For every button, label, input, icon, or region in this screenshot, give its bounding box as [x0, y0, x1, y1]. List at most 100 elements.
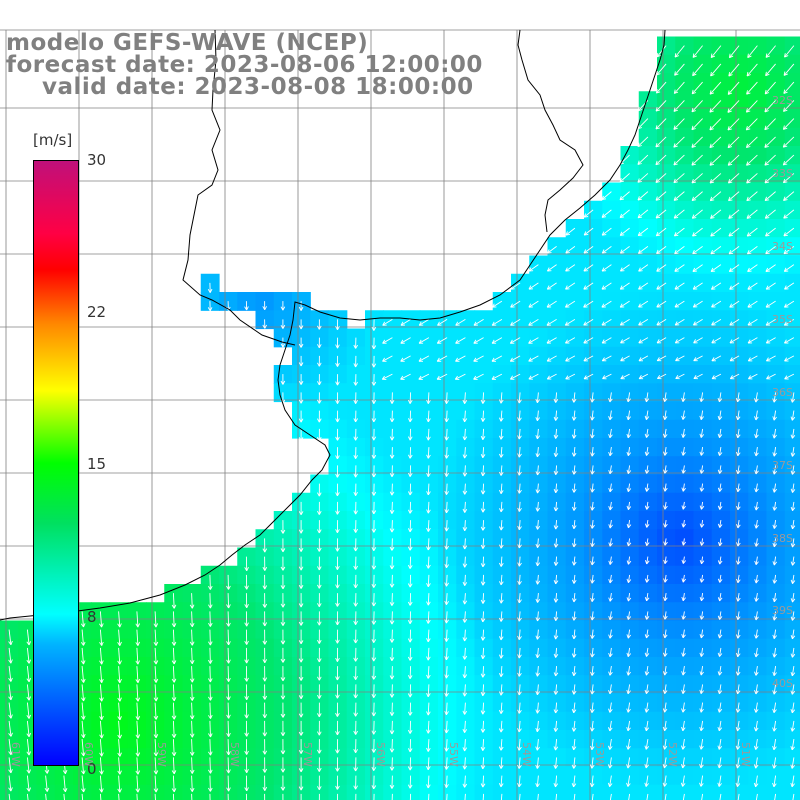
wind-arrow — [153, 684, 159, 702]
wind-arrow — [571, 666, 577, 677]
wind-arrow — [498, 501, 504, 513]
wind-arrow — [535, 520, 541, 530]
wind-cell — [784, 438, 800, 457]
wind-arrow — [535, 483, 541, 494]
wind-arrow — [171, 647, 177, 665]
wind-cell — [693, 328, 713, 348]
wind-arrow — [317, 483, 322, 497]
wind-cell — [657, 365, 676, 384]
wind-arrow — [317, 355, 322, 367]
wind-arrow — [298, 775, 304, 791]
wind-cell — [529, 310, 549, 330]
wind-cell — [383, 328, 403, 348]
wind-arrow — [317, 319, 322, 330]
wind-arrow — [480, 739, 486, 751]
wind-cell — [711, 164, 731, 184]
wind-cell — [784, 401, 800, 421]
wind-arrow — [400, 355, 411, 362]
wind-arrow — [601, 191, 612, 201]
wind-arrow — [528, 337, 539, 344]
wind-arrow — [783, 191, 795, 201]
wind-cell — [584, 200, 603, 220]
wind-arrow — [746, 154, 758, 166]
wind-arrow — [492, 300, 503, 308]
wind-cell — [693, 219, 713, 238]
wind-arrow — [389, 574, 395, 588]
wind-arrow — [656, 300, 667, 308]
wind-arrow — [601, 300, 612, 308]
wind-arrow — [745, 118, 758, 131]
wind-arrow — [571, 739, 577, 751]
wind-arrow — [589, 702, 595, 713]
wind-arrow — [264, 793, 266, 800]
wind-arrow — [317, 593, 322, 608]
wind-cell — [584, 219, 603, 238]
wind-arrow — [638, 282, 649, 290]
wind-arrow — [280, 611, 286, 626]
wind-arrow — [389, 647, 395, 662]
wind-cell — [711, 784, 731, 800]
wind-arrow — [208, 593, 213, 609]
wind-arrow — [553, 483, 559, 494]
wind-cell — [638, 310, 658, 330]
wind-arrow — [535, 556, 541, 567]
wind-arrow — [418, 355, 430, 362]
wind-arrow — [717, 538, 723, 547]
wind-arrow — [727, 100, 740, 113]
wind-cell — [784, 675, 800, 695]
wind-arrow — [528, 355, 539, 362]
wind-arrow — [790, 556, 796, 566]
wind-arrow — [727, 81, 740, 95]
wind-arrow — [735, 465, 741, 475]
wind-arrow — [772, 447, 777, 457]
wind-arrow — [691, 191, 703, 202]
wind-arrow — [480, 666, 486, 678]
wind-arrow — [517, 483, 522, 494]
wind-arrow — [754, 447, 759, 457]
wind-arrow — [389, 410, 395, 423]
wind-arrow — [353, 593, 358, 607]
wind-arrow — [663, 593, 668, 602]
wind-arrow — [681, 447, 686, 456]
wind-arrow — [710, 63, 722, 77]
wind-cell — [547, 328, 567, 348]
wind-arrow — [407, 520, 413, 533]
wind-arrow — [510, 319, 521, 326]
wind-cell — [657, 200, 676, 220]
wind-arrow — [784, 355, 795, 362]
wind-arrow — [353, 556, 358, 570]
wind-cell — [657, 292, 676, 311]
wind-cell — [711, 273, 731, 293]
wind-cell — [748, 310, 768, 330]
wind-arrow — [644, 574, 650, 583]
wind-arrow — [607, 757, 613, 769]
wind-cell — [693, 182, 713, 202]
wind-arrow — [535, 538, 541, 548]
wind-arrow — [553, 775, 559, 788]
wind-arrow — [262, 647, 268, 664]
wind-arrow — [691, 173, 703, 184]
wind-arrow — [535, 410, 540, 422]
wind-arrow — [699, 520, 705, 528]
wind-arrow — [783, 209, 795, 219]
wind-arrow — [681, 483, 686, 492]
wind-arrow — [244, 611, 249, 627]
wind-cell — [784, 748, 800, 768]
wind-cell — [711, 292, 731, 311]
wind-arrow — [717, 465, 723, 474]
wind-cell — [711, 365, 731, 384]
wind-arrow — [717, 556, 723, 565]
wind-cell — [657, 255, 676, 275]
wind-cell — [730, 346, 749, 366]
wind-arrow — [517, 538, 522, 549]
wind-cell — [675, 164, 695, 184]
wind-cell — [109, 784, 129, 800]
wind-arrow — [674, 246, 685, 255]
wind-arrow — [764, 118, 776, 131]
wind-arrow — [765, 300, 776, 308]
wind-arrow — [335, 574, 340, 589]
wind-arrow — [637, 227, 649, 237]
wind-arrow — [298, 574, 304, 589]
wind-cell — [784, 292, 800, 311]
wind-arrow — [711, 319, 722, 326]
